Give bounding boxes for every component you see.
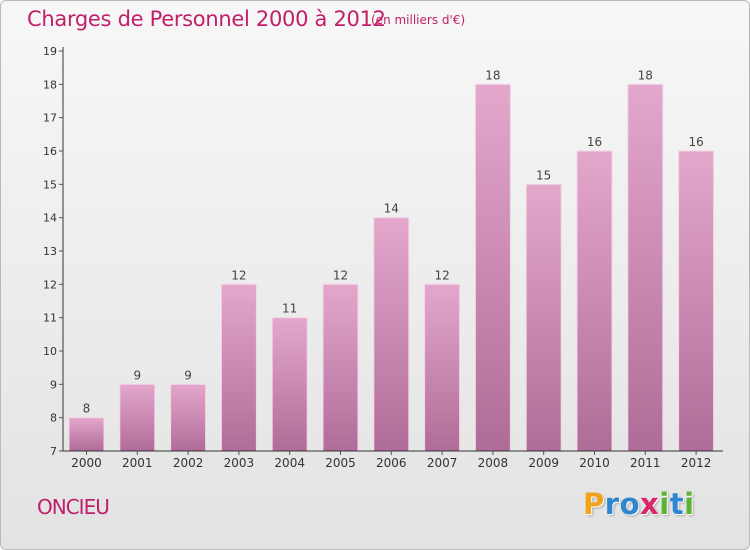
y-tick-label-18: 18: [43, 78, 57, 91]
data-label-2000: 8: [83, 402, 91, 416]
commune-name: ONCIEU: [37, 495, 110, 519]
x-tick-label-2003: 2003: [224, 456, 255, 470]
data-label-2008: 18: [485, 68, 500, 82]
logo-letter-1: r: [604, 487, 620, 521]
y-tick-label-8: 8: [50, 412, 57, 425]
data-labels: 8 9 9 12 11 12 14 12 18 15 16 18 16: [83, 68, 704, 415]
y-axis: 7 8 9 10 11 12 13 14 15 16 17 18 19: [43, 45, 64, 458]
chart-title: Charges de Personnel 2000 à 2012: [27, 7, 386, 31]
data-label-2005: 12: [333, 268, 348, 282]
y-tick-label-10: 10: [43, 345, 57, 358]
data-label-2010: 16: [587, 135, 602, 149]
bar-2003: [220, 283, 257, 452]
y-tick-label-19: 19: [43, 45, 57, 58]
x-tick-label-2012: 2012: [681, 456, 712, 470]
y-tick-label-7: 7: [50, 445, 57, 458]
x-tick-label-2000: 2000: [71, 456, 102, 470]
bar-2008: [474, 83, 511, 452]
bars-group: [68, 83, 715, 452]
logo-letter-6: i: [684, 487, 695, 521]
logo-letter-0: P: [583, 487, 605, 521]
y-tick-label-15: 15: [43, 178, 57, 191]
bar-2012: [678, 150, 715, 452]
logo-letter-3: x: [640, 487, 660, 521]
y-tick-label-17: 17: [43, 112, 57, 125]
x-tick-label-2002: 2002: [173, 456, 204, 470]
data-label-2002: 9: [184, 368, 192, 382]
bar-2010: [576, 150, 613, 452]
bar-2009: [525, 183, 562, 452]
data-label-2003: 12: [231, 268, 246, 282]
data-label-2001: 9: [133, 368, 141, 382]
logo-letter-2: o: [619, 487, 641, 521]
data-label-2004: 11: [282, 302, 297, 316]
x-tick-label-2001: 2001: [122, 456, 153, 470]
y-tick-label-11: 11: [43, 312, 57, 325]
logo-letter-4: i: [659, 487, 670, 521]
x-tick-label-2010: 2010: [579, 456, 610, 470]
data-label-2007: 12: [434, 268, 449, 282]
bar-2000: [68, 417, 105, 452]
y-tick-label-12: 12: [43, 278, 57, 291]
bar-2001: [119, 383, 156, 452]
bar-2007: [424, 283, 461, 452]
y-tick-label-9: 9: [50, 378, 57, 391]
x-tick-label-2008: 2008: [478, 456, 509, 470]
proxiti-logo: Proxiti: [583, 487, 695, 521]
bar-2004: [271, 317, 308, 452]
logo-letter-5: t: [669, 487, 685, 521]
x-axis: 2000 2001 2002 2003 2004 2005 2006 2007 2008 2009…: [63, 450, 723, 470]
bar-2005: [322, 283, 359, 452]
chart-subtitle: (en milliers d'€): [371, 13, 466, 27]
bar-2006: [373, 217, 410, 452]
x-tick-label-2007: 2007: [427, 456, 458, 470]
y-tick-label-14: 14: [43, 212, 57, 225]
data-label-2011: 18: [638, 68, 653, 82]
bar-2011: [627, 83, 664, 452]
x-tick-label-2011: 2011: [630, 456, 661, 470]
data-label-2009: 15: [536, 168, 551, 182]
bar-2002: [170, 383, 207, 452]
x-tick-label-2009: 2009: [528, 456, 559, 470]
y-tick-label-13: 13: [43, 245, 57, 258]
data-label-2012: 16: [688, 135, 703, 149]
data-label-2006: 14: [384, 202, 399, 216]
y-tick-label-16: 16: [43, 145, 57, 158]
x-tick-label-2006: 2006: [376, 456, 407, 470]
x-tick-label-2005: 2005: [325, 456, 356, 470]
x-tick-label-2004: 2004: [274, 456, 305, 470]
